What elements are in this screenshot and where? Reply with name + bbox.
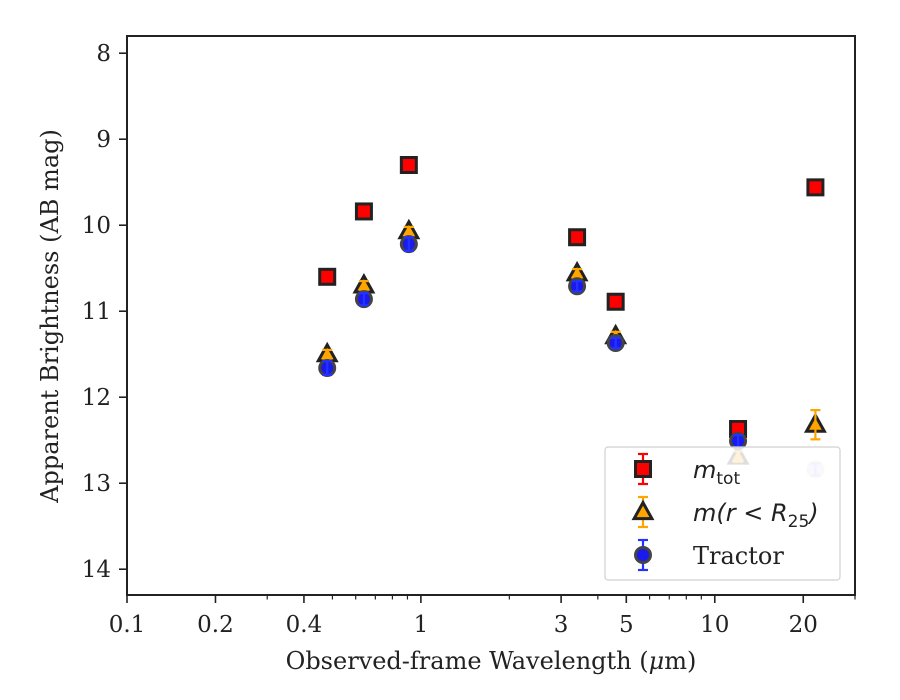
- data-point-tractor: [568, 277, 587, 296]
- x-tick-label: 0.1: [109, 612, 146, 638]
- y-tick-label: 8: [96, 41, 111, 67]
- y-tick-label: 9: [96, 127, 111, 153]
- x-tick-label: 3: [554, 612, 569, 638]
- plot-area: [126, 35, 856, 596]
- legend-label: Tractor: [693, 542, 784, 570]
- error-bar: [322, 359, 333, 376]
- data-point-tractor: [399, 235, 418, 254]
- error-bar: [403, 236, 414, 253]
- y-tick-label: 10: [82, 213, 111, 239]
- data-point-mtot: [399, 156, 418, 174]
- error-bar: [322, 271, 333, 283]
- x-tick-label: 10: [700, 612, 729, 638]
- error-bar: [358, 292, 369, 307]
- error-bar: [572, 231, 583, 243]
- y-tick-label: 11: [82, 299, 111, 325]
- x-tick-label: 5: [619, 612, 634, 638]
- data-point-mr25: [352, 272, 376, 294]
- error-bar: [358, 280, 369, 291]
- legend-entry-mr25: m(r < R25): [631, 495, 819, 532]
- data-point-tractor: [606, 334, 625, 353]
- data-point-mr25: [315, 341, 339, 363]
- legend-label: mtot: [693, 456, 740, 489]
- error-bar: [403, 160, 414, 170]
- data-point-tractor: [354, 290, 373, 309]
- data-point-mtot: [606, 292, 625, 311]
- data-point-tractor: [729, 432, 748, 451]
- y-tick-label: 14: [82, 557, 111, 583]
- legend-entry-tractor: Tractor: [634, 538, 784, 572]
- data-point-tractor: [318, 358, 337, 377]
- data-point-mtot: [354, 202, 373, 221]
- error-bar: [322, 348, 333, 360]
- error-bar: [610, 336, 621, 350]
- data-markers: [315, 156, 827, 479]
- data-point-mtot: [318, 267, 337, 286]
- x-tick-label: 1: [414, 612, 429, 638]
- legend-entry-mtot: mtot: [634, 452, 740, 489]
- legend: mtot m(r < R25) Tractor: [604, 446, 841, 581]
- data-point-mtot: [806, 178, 825, 197]
- data-point-mtot: [568, 228, 587, 247]
- error-bar: [610, 296, 621, 308]
- x-tick-label: 0.2: [197, 612, 234, 638]
- data-point-mr25: [803, 409, 827, 441]
- legend-box: [604, 446, 841, 581]
- series-mr25: [315, 218, 827, 465]
- series-mtot: [318, 156, 825, 439]
- error-bar: [810, 181, 821, 193]
- error-bar: [572, 280, 583, 293]
- y-tick-label: 12: [82, 385, 111, 411]
- error-bar: [810, 409, 821, 441]
- plot-frame: [126, 35, 856, 596]
- y-tick-label: 13: [82, 471, 111, 497]
- error-bar: [358, 206, 369, 216]
- x-tick-label: 0.4: [286, 612, 323, 638]
- y-axis-label: Apparent Brightness (AB mag): [36, 129, 64, 504]
- x-tick-label: 20: [789, 612, 818, 638]
- legend-label: m(r < R25): [693, 499, 819, 532]
- x-axis-label: Observed-frame Wavelength (μm): [286, 647, 697, 675]
